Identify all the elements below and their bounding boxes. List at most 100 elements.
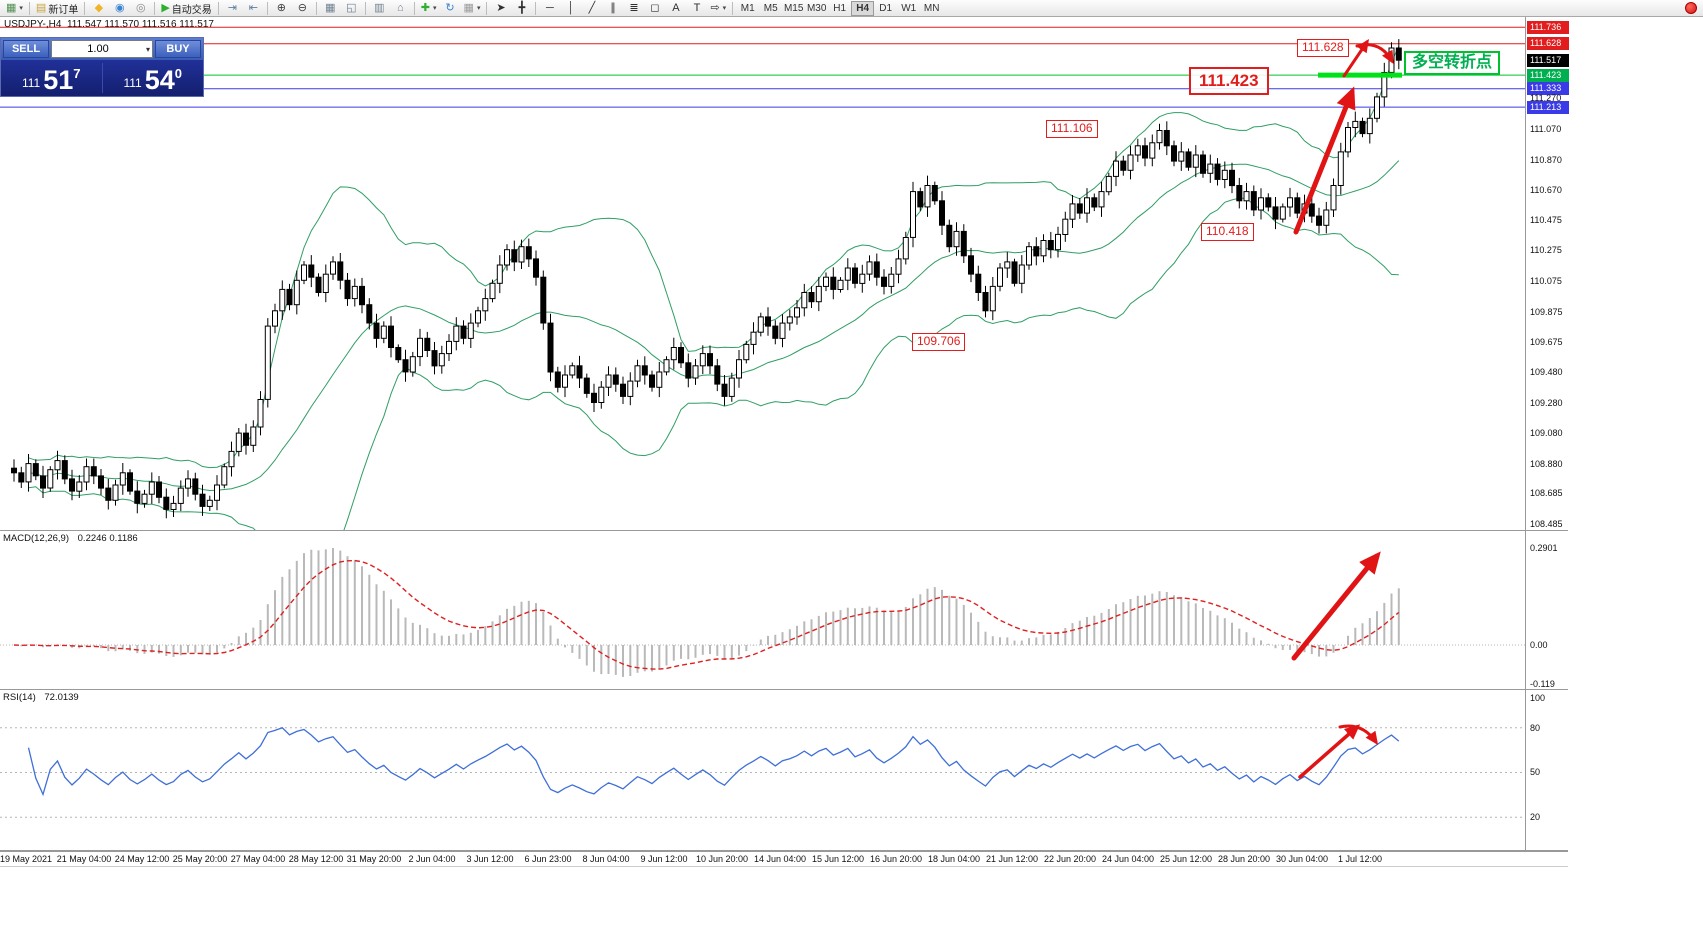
ask-prefix: 111 [123, 76, 142, 90]
templates-button[interactable]: ▦ ▾ [461, 1, 484, 16]
cascade-windows-button[interactable]: ◱ [341, 1, 362, 16]
toolbar-separator [535, 1, 537, 15]
bid-sup: 7 [73, 66, 81, 81]
add-indicator-button[interactable]: ✚ ▾ [418, 1, 440, 16]
search-button[interactable]: ◎ [130, 1, 151, 16]
timeframe-d1-button[interactable]: D1 [874, 1, 897, 16]
navigator-icon: ⌂ [396, 1, 404, 14]
fibonacci-icon: ≣ [629, 1, 639, 14]
zoom-out-icon: ⊖ [297, 1, 307, 14]
record-dot-icon [1685, 2, 1697, 14]
add-indicator-caret-icon: ▾ [433, 5, 437, 12]
signals-icon: ◉ [115, 1, 125, 14]
new-chart-button[interactable]: ▦ ▾ [3, 1, 26, 16]
add-indicator-icon: ✚ [420, 1, 431, 14]
auto-scroll-button[interactable]: ⇤ [243, 1, 264, 16]
buy-button[interactable]: BUY [155, 40, 201, 58]
macd-indicator-label: MACD(12,26,9) 0.2246 0.1186 [3, 533, 138, 544]
cursor-button[interactable]: ➤ [490, 1, 511, 16]
chart-shift-button[interactable]: ⇥ [222, 1, 243, 16]
crosshair-icon: ╋ [518, 1, 526, 14]
bid-big: 51 [43, 64, 74, 95]
crosshair-button[interactable]: ╋ [511, 1, 532, 16]
autotrading-label: 自动交易 [171, 4, 212, 16]
toolbar-separator [486, 1, 488, 15]
bid-prefix: 111 [21, 76, 41, 90]
arrows-tool-caret-icon: ▾ [722, 5, 727, 12]
trendline-icon: ╱ [588, 1, 596, 14]
refresh-icon: ↻ [445, 1, 455, 14]
time-axis[interactable] [0, 851, 1568, 866]
timeframe-m5-button[interactable]: M5 [759, 1, 782, 16]
text-icon: A [672, 1, 680, 14]
timeframe-m30-button[interactable]: M30 [806, 2, 827, 14]
chart-shift-icon: ⇥ [227, 1, 237, 14]
trade-panel-price-row: 111 51 7 111 54 0 [1, 60, 203, 96]
text-label-icon: T [693, 1, 701, 14]
new-order-label: 新订单 [48, 4, 79, 16]
trade-panel-divider [101, 63, 103, 93]
volume-input[interactable] [52, 43, 144, 55]
horizontal-line-icon: ─ [546, 1, 554, 14]
toolbar-separator [364, 1, 366, 15]
templates-caret-icon: ▾ [476, 5, 481, 12]
marketplace-icon: ◆ [94, 1, 104, 14]
toolbar-separator [732, 1, 734, 15]
zoom-in-button[interactable]: ⊕ [271, 1, 292, 16]
shapes-icon: ◻ [650, 1, 660, 14]
volume-dropdown-icon[interactable]: ▾ [145, 44, 150, 54]
chart-ohlc-header: USDJPY-,H4 111.547 111.570 111.516 111.5… [4, 19, 214, 30]
text-button[interactable]: A [665, 1, 686, 16]
timeframe-w1-button[interactable]: W1 [897, 1, 920, 16]
auto-scroll-icon: ⇤ [248, 1, 258, 14]
zoom-in-icon: ⊕ [276, 1, 286, 14]
autotrading-icon: ▶ [161, 1, 170, 14]
rsi-indicator-label: RSI(14) 72.0139 [3, 692, 79, 703]
new-chart-caret-icon: ▾ [19, 5, 23, 12]
ask-price: 111 54 0 [103, 60, 204, 96]
ask-sup: 0 [174, 66, 183, 81]
tile-windows-icon: ▦ [325, 1, 336, 14]
macd-values: 0.2246 0.1186 [77, 533, 138, 544]
timeframe-m1-button[interactable]: M1 [736, 1, 759, 16]
marketplace-button[interactable]: ◆ [88, 1, 109, 16]
timeframe-h1-button[interactable]: H1 [828, 1, 851, 16]
toolbar-separator [217, 1, 219, 15]
tile-windows-button[interactable]: ▦ [320, 1, 341, 16]
autotrading-button[interactable]: ▶ 自动交易 [158, 1, 214, 16]
timeframe-mn-button[interactable]: MN [920, 1, 943, 16]
bid-price: 111 51 7 [1, 60, 102, 96]
zoom-out-button[interactable]: ⊖ [292, 1, 313, 16]
macd-name: MACD(12,26,9) [3, 533, 69, 544]
ask-big: 54 [144, 64, 175, 95]
cursor-icon: ➤ [496, 1, 506, 14]
new-order-button[interactable]: ▤ 新订单 [33, 1, 81, 16]
shapes-button[interactable]: ◻ [644, 1, 665, 16]
data-window-button[interactable]: ▥ [369, 1, 390, 16]
equidistant-channel-icon: ∥ [610, 1, 616, 14]
navigator-button[interactable]: ⌂ [390, 1, 411, 16]
timeframe-m15-button[interactable]: M15 [783, 2, 804, 14]
one-click-trade-panel: SELL ▾ BUY 111 51 7 111 54 0 [0, 37, 204, 97]
toolbar-separator [28, 1, 30, 15]
trade-panel-top-row: SELL ▾ BUY [1, 38, 203, 60]
arrows-tool-icon: ⇨ [710, 1, 720, 14]
cascade-windows-icon: ◱ [346, 1, 357, 14]
signals-button[interactable]: ◉ [109, 1, 130, 16]
trendline-button[interactable]: ╱ [581, 1, 602, 16]
volume-input-wrap: ▾ [51, 40, 153, 58]
equidistant-channel-button[interactable]: ∥ [602, 1, 623, 16]
horizontal-line-button[interactable]: ─ [539, 1, 560, 16]
fibonacci-button[interactable]: ≣ [623, 1, 644, 16]
toolbar-separator [154, 1, 156, 15]
sell-button[interactable]: SELL [3, 40, 49, 58]
new-order-icon: ▤ [35, 1, 47, 14]
vertical-line-button[interactable]: │ [560, 1, 581, 16]
arrows-tool-button[interactable]: ⇨ ▾ [707, 1, 729, 16]
timeframe-h4-button[interactable]: H4 [851, 0, 875, 16]
toolbar-separator [84, 1, 86, 15]
text-label-button[interactable]: T [686, 1, 707, 16]
refresh-button[interactable]: ↻ [440, 1, 461, 16]
vertical-line-icon: │ [567, 1, 575, 14]
